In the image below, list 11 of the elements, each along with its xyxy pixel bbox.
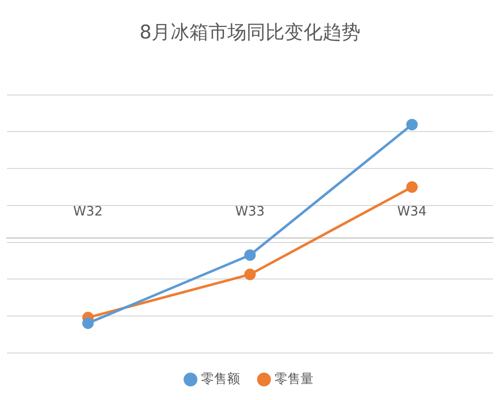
point <box>82 317 94 329</box>
point <box>244 249 256 261</box>
x-tick-label: W32 <box>73 204 103 220</box>
legend-label: 零售额 <box>201 372 240 387</box>
x-tick-label: W34 <box>397 204 427 220</box>
chart-title: 8月冰箱市场同比变化趋势 <box>139 21 361 44</box>
x-tick-label: W33 <box>235 204 265 220</box>
legend-label: 零售量 <box>274 372 314 387</box>
point <box>244 268 256 280</box>
point <box>406 118 418 130</box>
point <box>406 181 418 193</box>
